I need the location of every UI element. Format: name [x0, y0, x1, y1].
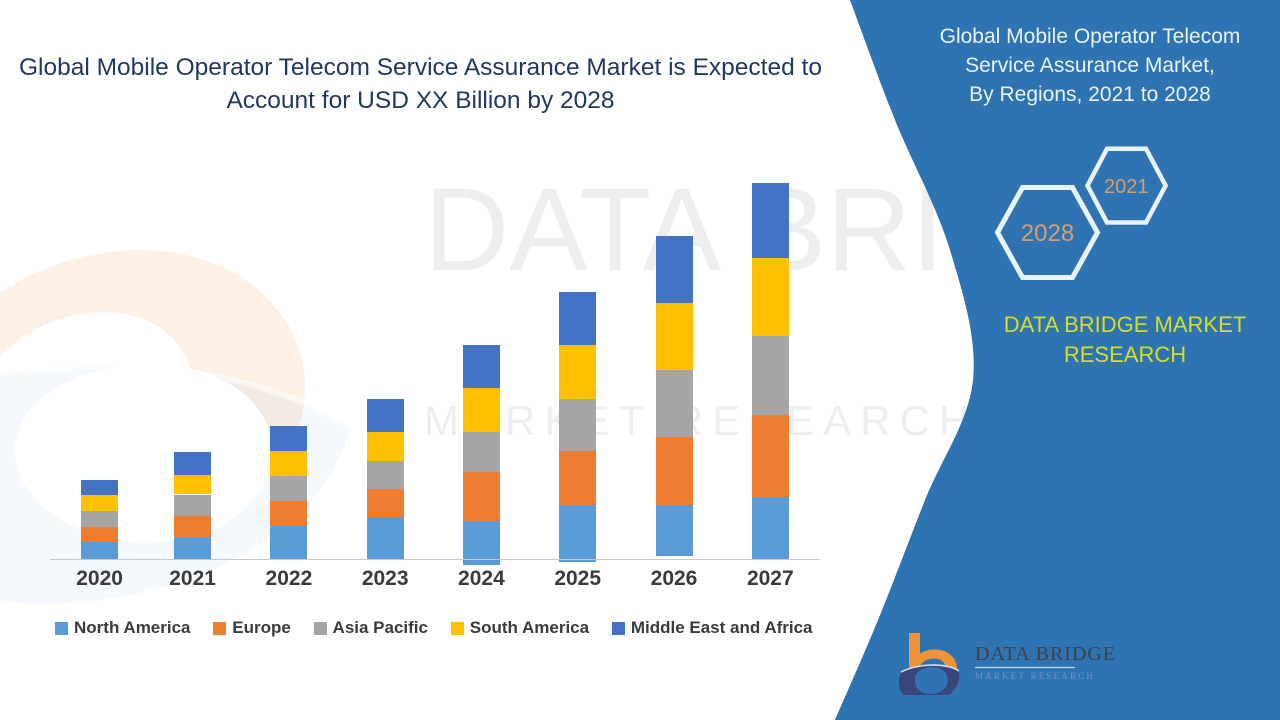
svg-text:2028: 2028 [1021, 220, 1074, 247]
svg-text:DATA BRIDGE: DATA BRIDGE [975, 643, 1115, 665]
svg-text:MARKET RESEARCH: MARKET RESEARCH [975, 671, 1095, 681]
svg-text:2021: 2021 [1104, 176, 1149, 198]
